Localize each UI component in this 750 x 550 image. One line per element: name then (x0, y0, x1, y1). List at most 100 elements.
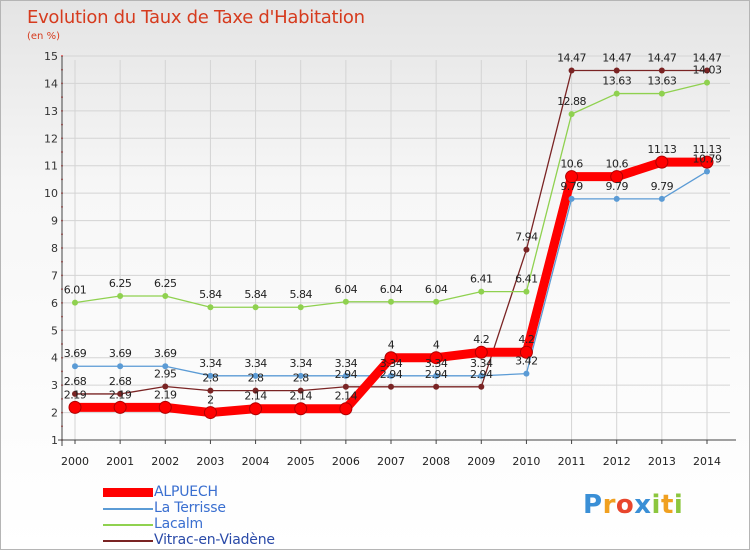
data-label: 5.84 (289, 288, 312, 301)
data-label: 2.14 (335, 390, 358, 403)
data-label: 4.2 (518, 333, 534, 346)
data-point (158, 400, 172, 414)
data-point (658, 67, 665, 74)
data-point (478, 288, 485, 295)
data-label: 10.79 (693, 152, 722, 165)
data-point (658, 195, 665, 202)
y-tick-label: 10 (44, 187, 58, 200)
data-label: 11.13 (647, 143, 676, 156)
y-tick-label: 11 (44, 160, 58, 173)
data-label: 2.14 (244, 390, 267, 403)
logo-letter: i (673, 490, 684, 520)
y-tick-label: 12 (44, 132, 58, 145)
data-point (568, 67, 575, 74)
data-label: 7.94 (515, 231, 538, 244)
x-tick-label: 2011 (558, 455, 586, 468)
data-label: 3.34 (425, 357, 448, 370)
data-point (429, 351, 443, 365)
data-point (388, 298, 394, 305)
data-label: 3.69 (109, 347, 132, 360)
data-label: 6.41 (470, 273, 493, 286)
x-tick-label: 2000 (61, 455, 89, 468)
data-label: 2.19 (109, 388, 132, 401)
data-point (339, 402, 353, 416)
data-label: 6.25 (154, 277, 177, 290)
y-tick-label: 3 (51, 379, 58, 392)
data-point (294, 402, 308, 416)
data-label: 2.94 (470, 368, 493, 381)
data-label: 2.94 (425, 368, 448, 381)
data-label: 9.79 (605, 180, 628, 193)
data-point (297, 387, 304, 394)
y-tick-label: 7 (51, 269, 58, 282)
data-point (610, 170, 624, 184)
data-point (523, 288, 530, 295)
data-label: 3.34 (289, 357, 312, 370)
data-point (565, 170, 579, 184)
data-label: 3.34 (380, 357, 403, 370)
y-tick-label: 6 (51, 297, 58, 310)
data-point (478, 372, 485, 379)
data-label: 2.94 (380, 368, 403, 381)
data-label: 13.63 (647, 75, 676, 88)
chart-unit: (en %) (27, 31, 60, 42)
data-label: 11.13 (693, 143, 722, 156)
data-point (342, 383, 349, 390)
data-label: 2.8 (202, 372, 218, 385)
data-label: 9.79 (651, 180, 674, 193)
data-point (252, 387, 259, 394)
data-label: 3.34 (199, 357, 222, 370)
data-point (704, 67, 710, 74)
y-tick-label: 1 (51, 434, 58, 447)
proxiti-logo: Proxiti (583, 490, 683, 520)
x-tick-label: 2005 (287, 455, 315, 468)
data-point (207, 304, 214, 311)
data-point (474, 345, 488, 359)
x-tick-label: 2006 (332, 455, 360, 468)
data-label: 6.04 (335, 283, 358, 296)
logo-letter: r (602, 490, 616, 520)
y-tick-label: 9 (51, 215, 58, 228)
data-point (568, 195, 575, 202)
y-tick-label: 13 (44, 105, 58, 118)
data-point (523, 370, 530, 377)
data-label: 3.34 (335, 357, 358, 370)
data-label: 2.68 (109, 375, 132, 388)
x-tick-label: 2004 (242, 455, 270, 468)
data-point (297, 372, 304, 379)
data-label: 2.8 (293, 372, 309, 385)
data-label: 5.84 (199, 288, 222, 301)
x-tick-label: 2001 (106, 455, 134, 468)
data-label: 14.03 (693, 64, 722, 77)
logo-letter: o (615, 490, 635, 520)
data-label: 12.88 (557, 95, 586, 108)
data-point (658, 90, 665, 97)
x-tick-label: 2008 (422, 455, 450, 468)
data-label: 4.2 (473, 333, 489, 346)
data-point (613, 90, 620, 97)
data-label: 14.47 (602, 52, 631, 65)
data-point (523, 246, 530, 253)
data-point (297, 304, 304, 311)
data-label: 3.69 (64, 347, 87, 360)
data-label: 2.94 (335, 368, 358, 381)
x-tick-label: 2003 (196, 455, 224, 468)
data-label: 6.41 (515, 273, 538, 286)
y-tick-label: 2 (51, 407, 58, 420)
y-tick-label: 4 (51, 352, 58, 365)
logo-letter: i (651, 490, 661, 520)
y-tick-label: 14 (44, 77, 58, 90)
data-label: 2.19 (64, 388, 87, 401)
data-point (433, 372, 440, 379)
data-point (117, 390, 124, 397)
data-label: 13.63 (602, 75, 631, 88)
data-label: 14.47 (693, 52, 722, 65)
data-point (655, 155, 669, 169)
data-label: 10.6 (560, 158, 583, 171)
data-label: 2.68 (64, 375, 87, 388)
data-point (72, 390, 78, 397)
data-point (117, 363, 124, 370)
data-label: 4 (388, 339, 395, 352)
data-label: 3.69 (154, 347, 177, 360)
